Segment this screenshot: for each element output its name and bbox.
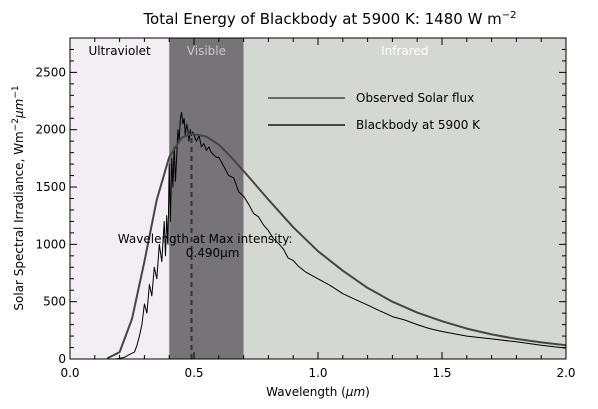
x-tick-label: 2.0 <box>556 366 575 380</box>
series-group <box>106 112 566 359</box>
region-infrared-band <box>243 38 566 359</box>
y-tick-label: 500 <box>43 295 66 309</box>
chart-title: Total Energy of Blackbody at 5900 K: 148… <box>142 10 516 28</box>
y-axis-label: Solar Spectral Irradiance, Wm−2μm−1 <box>11 85 26 310</box>
region-labels: Ultraviolet Visible Infrared <box>88 44 428 58</box>
x-tick-label: 1.0 <box>308 366 327 380</box>
region-infrared-label: Infrared <box>381 44 428 58</box>
y-tick-label: 2500 <box>35 65 66 79</box>
legend: Observed Solar flux Blackbody at 5900 K <box>268 91 481 132</box>
y-tick-label: 2000 <box>35 123 66 137</box>
x-tick-label: 1.5 <box>432 366 451 380</box>
y-tick-label: 0 <box>58 352 66 366</box>
legend-label: Observed Solar flux <box>356 91 474 105</box>
axes-group: 0.0 0.5 1.0 1.5 2.0 0 500 1000 1500 2000 2500 <box>35 38 576 380</box>
annotations: Wavelength at Max intensity:0.490μm <box>118 232 293 260</box>
x-tick-label: 0.0 <box>60 366 79 380</box>
series-line-observed <box>114 112 566 359</box>
y-tick-label: 1000 <box>35 237 66 251</box>
x-axis-label: Wavelength (μm) <box>266 385 370 399</box>
region-ultraviolet-band <box>70 38 170 359</box>
spectral-regions <box>70 38 566 359</box>
region-visible-band <box>169 38 244 359</box>
annotation-text: 0.490μm <box>186 246 240 260</box>
region-ultraviolet-label: Ultraviolet <box>88 44 151 58</box>
legend-label: Blackbody at 5900 K <box>356 118 481 132</box>
y-tick-label: 1500 <box>35 180 66 194</box>
annotation-text: Wavelength at Max intensity: <box>118 232 293 246</box>
series-line-blackbody <box>106 132 566 359</box>
region-visible-label: Visible <box>187 44 226 58</box>
x-tick-label: 0.5 <box>184 366 203 380</box>
